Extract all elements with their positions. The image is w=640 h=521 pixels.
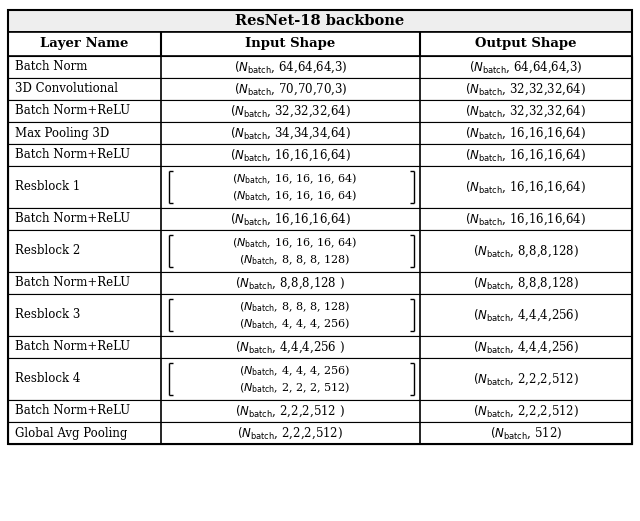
Text: Batch Norm: Batch Norm bbox=[15, 60, 88, 73]
Bar bbox=[8, 56, 632, 78]
Text: $(N_{\mathrm{batch}}$, 64,64,64,3): $(N_{\mathrm{batch}}$, 64,64,64,3) bbox=[469, 59, 583, 75]
Text: Batch Norm+ReLU: Batch Norm+ReLU bbox=[15, 213, 130, 226]
Text: Batch Norm+ReLU: Batch Norm+ReLU bbox=[15, 148, 130, 162]
Text: $(N_{\mathrm{batch}}$, 2, 2, 2, 512): $(N_{\mathrm{batch}}$, 2, 2, 2, 512) bbox=[239, 380, 350, 395]
Text: $(N_{\mathrm{batch}}$, 4,4,4,256): $(N_{\mathrm{batch}}$, 4,4,4,256) bbox=[473, 339, 579, 355]
Bar bbox=[8, 358, 632, 400]
Bar bbox=[8, 400, 632, 422]
Text: $(N_{\mathrm{batch}}$, 2,2,2,512): $(N_{\mathrm{batch}}$, 2,2,2,512) bbox=[473, 371, 579, 387]
Text: $(N_{\mathrm{batch}}$, 16,16,16,64): $(N_{\mathrm{batch}}$, 16,16,16,64) bbox=[465, 179, 586, 195]
Text: ResNet-18 backbone: ResNet-18 backbone bbox=[236, 14, 404, 28]
Bar bbox=[8, 208, 632, 230]
Text: $(N_{\mathrm{batch}}$, 32,32,32,64): $(N_{\mathrm{batch}}$, 32,32,32,64) bbox=[230, 103, 351, 119]
Text: $(N_{\mathrm{batch}}$, 4, 4, 4, 256): $(N_{\mathrm{batch}}$, 4, 4, 4, 256) bbox=[239, 316, 350, 331]
Bar bbox=[8, 10, 632, 32]
Text: $(N_{\mathrm{batch}}$, 16,16,16,64): $(N_{\mathrm{batch}}$, 16,16,16,64) bbox=[230, 212, 351, 227]
Text: $(N_{\mathrm{batch}}$, 16,16,16,64): $(N_{\mathrm{batch}}$, 16,16,16,64) bbox=[465, 212, 586, 227]
Text: $(N_{\mathrm{batch}}$, 16,16,16,64): $(N_{\mathrm{batch}}$, 16,16,16,64) bbox=[465, 147, 586, 163]
Text: $(N_{\mathrm{batch}}$, 16, 16, 16, 64): $(N_{\mathrm{batch}}$, 16, 16, 16, 64) bbox=[232, 171, 357, 186]
Text: Input Shape: Input Shape bbox=[245, 38, 335, 51]
Text: Resblock 4: Resblock 4 bbox=[15, 373, 81, 386]
Text: $(N_{\mathrm{batch}}$, 64,64,64,3): $(N_{\mathrm{batch}}$, 64,64,64,3) bbox=[234, 59, 348, 75]
Text: $(N_{\mathrm{batch}}$, 16, 16, 16, 64): $(N_{\mathrm{batch}}$, 16, 16, 16, 64) bbox=[232, 188, 357, 203]
Text: $(N_{\mathrm{batch}}$, 4,4,4,256 ): $(N_{\mathrm{batch}}$, 4,4,4,256 ) bbox=[236, 339, 346, 355]
Text: Batch Norm+ReLU: Batch Norm+ReLU bbox=[15, 341, 130, 354]
Bar bbox=[8, 10, 632, 444]
Text: Batch Norm+ReLU: Batch Norm+ReLU bbox=[15, 277, 130, 290]
Bar bbox=[8, 144, 632, 166]
Text: $(N_{\mathrm{batch}}$, 2,2,2,512 ): $(N_{\mathrm{batch}}$, 2,2,2,512 ) bbox=[236, 403, 346, 419]
Text: Output Shape: Output Shape bbox=[475, 38, 577, 51]
Text: $(N_{\mathrm{batch}}$, 4, 4, 4, 256): $(N_{\mathrm{batch}}$, 4, 4, 4, 256) bbox=[239, 363, 350, 378]
Text: $(N_{\mathrm{batch}}$, 4,4,4,256): $(N_{\mathrm{batch}}$, 4,4,4,256) bbox=[473, 307, 579, 322]
Bar bbox=[8, 100, 632, 122]
Text: $(N_{\mathrm{batch}}$, 8, 8, 8, 128): $(N_{\mathrm{batch}}$, 8, 8, 8, 128) bbox=[239, 299, 350, 314]
Text: 3D Convolutional: 3D Convolutional bbox=[15, 82, 118, 95]
Bar bbox=[8, 422, 632, 444]
Bar bbox=[8, 272, 632, 294]
Bar bbox=[8, 122, 632, 144]
Text: $(N_{\mathrm{batch}}$, 34,34,34,64): $(N_{\mathrm{batch}}$, 34,34,34,64) bbox=[230, 125, 351, 141]
Text: Batch Norm+ReLU: Batch Norm+ReLU bbox=[15, 404, 130, 417]
Text: Global Avg Pooling: Global Avg Pooling bbox=[15, 427, 127, 440]
Text: $(N_{\mathrm{batch}}$, 16, 16, 16, 64): $(N_{\mathrm{batch}}$, 16, 16, 16, 64) bbox=[232, 235, 357, 250]
Text: $(N_{\mathrm{batch}}$, 32,32,32,64): $(N_{\mathrm{batch}}$, 32,32,32,64) bbox=[465, 103, 586, 119]
Text: $(N_{\mathrm{batch}}$, 8, 8, 8, 128): $(N_{\mathrm{batch}}$, 8, 8, 8, 128) bbox=[239, 252, 350, 267]
Text: $(N_{\mathrm{batch}}$, 8,8,8,128 ): $(N_{\mathrm{batch}}$, 8,8,8,128 ) bbox=[236, 275, 346, 291]
Bar bbox=[8, 294, 632, 336]
Text: Max Pooling 3D: Max Pooling 3D bbox=[15, 127, 109, 140]
Bar bbox=[8, 78, 632, 100]
Text: $(N_{\mathrm{batch}}$, 70,70,70,3): $(N_{\mathrm{batch}}$, 70,70,70,3) bbox=[234, 81, 348, 97]
Text: $(N_{\mathrm{batch}}$, 2,2,2,512): $(N_{\mathrm{batch}}$, 2,2,2,512) bbox=[473, 403, 579, 419]
Bar bbox=[8, 230, 632, 272]
Bar bbox=[8, 32, 632, 56]
Text: $(N_{\mathrm{batch}}$, 2,2,2,512): $(N_{\mathrm{batch}}$, 2,2,2,512) bbox=[237, 425, 344, 441]
Text: $(N_{\mathrm{batch}}$, 512): $(N_{\mathrm{batch}}$, 512) bbox=[490, 425, 562, 441]
Bar bbox=[8, 166, 632, 208]
Text: $(N_{\mathrm{batch}}$, 8,8,8,128): $(N_{\mathrm{batch}}$, 8,8,8,128) bbox=[473, 275, 579, 291]
Text: $(N_{\mathrm{batch}}$, 32,32,32,64): $(N_{\mathrm{batch}}$, 32,32,32,64) bbox=[465, 81, 586, 97]
Text: $(N_{\mathrm{batch}}$, 16,16,16,64): $(N_{\mathrm{batch}}$, 16,16,16,64) bbox=[230, 147, 351, 163]
Text: Resblock 3: Resblock 3 bbox=[15, 308, 81, 321]
Bar bbox=[8, 336, 632, 358]
Text: $(N_{\mathrm{batch}}$, 16,16,16,64): $(N_{\mathrm{batch}}$, 16,16,16,64) bbox=[465, 125, 586, 141]
Text: Batch Norm+ReLU: Batch Norm+ReLU bbox=[15, 105, 130, 118]
Text: Resblock 2: Resblock 2 bbox=[15, 244, 80, 257]
Text: Resblock 1: Resblock 1 bbox=[15, 180, 80, 193]
Text: $(N_{\mathrm{batch}}$, 8,8,8,128): $(N_{\mathrm{batch}}$, 8,8,8,128) bbox=[473, 243, 579, 259]
Text: Layer Name: Layer Name bbox=[40, 38, 129, 51]
